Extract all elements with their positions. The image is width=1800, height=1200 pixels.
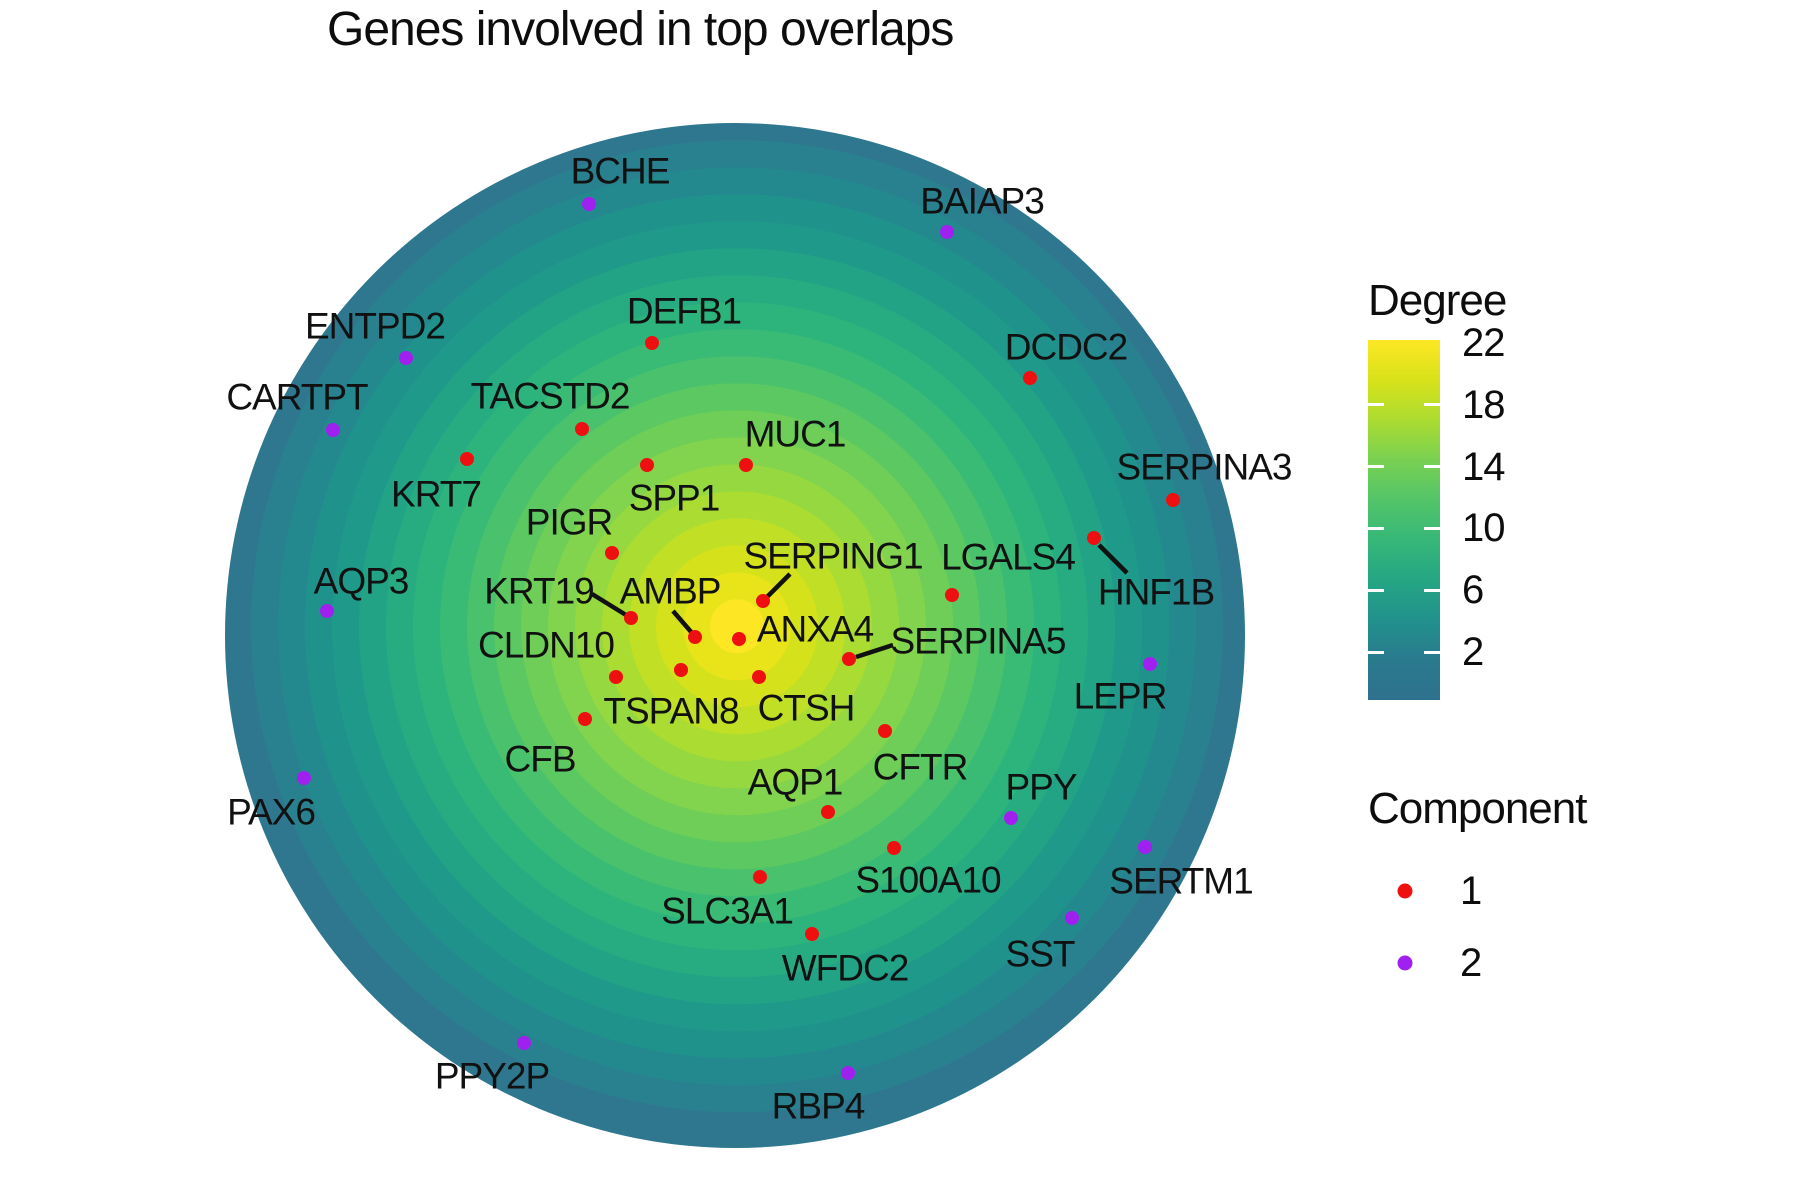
gene-label-ppy2p: PPY2P — [434, 1055, 550, 1097]
gene-label-pigr: PIGR — [525, 501, 613, 543]
gene-label-ctsh: CTSH — [757, 687, 856, 729]
colorbar-tick-label-6: 6 — [1462, 568, 1484, 613]
gene-label-krt7: KRT7 — [391, 473, 482, 515]
gene-node-dot-ppy — [1004, 811, 1018, 825]
colorbar-tick-label-10: 10 — [1462, 506, 1505, 551]
colorbar-tick-mark-10 — [1368, 526, 1384, 530]
gene-label-defb1: DEFB1 — [626, 290, 742, 332]
gene-node-dot-tspan8 — [674, 663, 688, 677]
gene-node-dot-cfb — [578, 712, 592, 726]
gene-label-pax6: PAX6 — [227, 791, 316, 833]
gene-node-dot-ppy2p — [517, 1036, 531, 1050]
gene-label-ambp: AMBP — [619, 570, 722, 612]
gene-label-dcdc2: DCDC2 — [1004, 326, 1128, 368]
gene-node-dot-slc3a1 — [753, 870, 767, 884]
gene-node-dot-pax6 — [297, 771, 311, 785]
gene-label-serping1: SERPING1 — [743, 535, 923, 577]
gene-node-dot-lepr — [1143, 657, 1157, 671]
gene-node-dot-ambp — [688, 630, 702, 644]
gene-node-dot-aqp3 — [320, 604, 334, 618]
gene-label-rbp4: RBP4 — [771, 1085, 866, 1127]
gene-label-wfdc2: WFDC2 — [781, 947, 910, 989]
gene-node-dot-ctsh — [752, 670, 766, 684]
gene-node-dot-pigr — [605, 546, 619, 560]
gene-node-dot-krt19 — [624, 611, 638, 625]
gene-node-dot-sertm1 — [1138, 840, 1152, 854]
gene-node-dot-muc1 — [739, 458, 753, 472]
gene-node-dot-lgals4 — [945, 588, 959, 602]
gene-label-hnf1b: HNF1B — [1097, 571, 1215, 613]
gene-label-cartpt: CARTPT — [226, 376, 368, 418]
gene-node-dot-aqp1 — [821, 805, 835, 819]
gene-node-dot-anxa4 — [732, 632, 746, 646]
gene-label-entpd2: ENTPD2 — [305, 305, 446, 347]
gene-label-ppy: PPY — [1005, 766, 1077, 808]
gene-label-muc1: MUC1 — [744, 413, 847, 455]
gene-label-cfb: CFB — [504, 738, 577, 780]
gene-node-dot-baiap3 — [940, 225, 954, 239]
gene-label-aqp1: AQP1 — [747, 761, 844, 803]
gene-label-sertm1: SERTM1 — [1109, 860, 1253, 902]
gene-label-tacstd2: TACSTD2 — [470, 375, 631, 417]
gene-label-baiap3: BAIAP3 — [920, 180, 1045, 222]
legend-degree-title: Degree — [1368, 276, 1507, 325]
degree-colorbar — [1368, 340, 1440, 700]
gene-node-dot-s100a10 — [887, 841, 901, 855]
gene-label-krt19: KRT19 — [484, 570, 594, 612]
gene-node-dot-serpina3 — [1166, 493, 1180, 507]
colorbar-tick-mark-2 — [1424, 650, 1440, 654]
colorbar-tick-label-14: 14 — [1462, 444, 1505, 489]
gene-label-slc3a1: SLC3A1 — [661, 890, 794, 932]
colorbar-tick-mark-10 — [1424, 526, 1440, 530]
gene-node-dot-rbp4 — [841, 1066, 855, 1080]
gene-label-lepr: LEPR — [1073, 675, 1168, 717]
gene-node-dot-cartpt — [326, 423, 340, 437]
colorbar-tick-mark-6 — [1368, 588, 1384, 592]
colorbar-tick-mark-18 — [1368, 403, 1384, 407]
gene-label-tspan8: TSPAN8 — [603, 690, 739, 732]
gene-label-spp1: SPP1 — [628, 477, 721, 519]
gene-label-sst: SST — [1005, 933, 1076, 975]
gene-node-dot-spp1 — [640, 458, 654, 472]
gene-node-dot-wfdc2 — [805, 927, 819, 941]
gene-label-anxa4: ANXA4 — [756, 608, 874, 650]
legend-component-swatch-1 — [1397, 883, 1413, 899]
colorbar-tick-label-2: 2 — [1462, 630, 1484, 674]
gene-label-serpina3: SERPINA3 — [1116, 446, 1292, 488]
gene-label-bche: BCHE — [570, 150, 671, 192]
colorbar-tick-mark-18 — [1424, 403, 1440, 407]
gene-node-dot-bche — [582, 197, 596, 211]
gene-node-dot-hnf1b — [1087, 531, 1101, 545]
gene-node-dot-dcdc2 — [1023, 371, 1037, 385]
gene-node-dot-cldn10 — [609, 670, 623, 684]
colorbar-tick-mark-2 — [1368, 650, 1384, 654]
colorbar-tick-mark-6 — [1424, 588, 1440, 592]
gene-node-dot-serpina5 — [842, 652, 856, 666]
gene-node-dot-serping1 — [756, 594, 770, 608]
legend-component-title: Component — [1368, 784, 1587, 833]
colorbar-tick-mark-14 — [1368, 465, 1384, 469]
gene-label-s100a10: S100A10 — [855, 859, 1001, 901]
gene-node-dot-entpd2 — [399, 351, 413, 365]
gene-label-lgals4: LGALS4 — [941, 536, 1076, 578]
legend-component-label-2: 2 — [1460, 941, 1483, 985]
gene-node-dot-defb1 — [645, 336, 659, 350]
legend-component-swatch-2 — [1397, 955, 1413, 971]
gene-node-dot-krt7 — [460, 452, 474, 466]
gene-label-cftr: CFTR — [872, 746, 969, 788]
chart-title: Genes involved in top overlaps — [327, 3, 954, 56]
gene-label-aqp3: AQP3 — [313, 560, 410, 602]
colorbar-tick-label-22: 22 — [1462, 321, 1505, 365]
gene-node-dot-cftr — [878, 724, 892, 738]
legend-component-label-1: 1 — [1460, 869, 1483, 913]
gene-label-cldn10: CLDN10 — [478, 624, 615, 666]
gene-node-dot-tacstd2 — [575, 422, 589, 436]
colorbar-tick-mark-14 — [1424, 465, 1440, 469]
colorbar-tick-label-18: 18 — [1462, 382, 1505, 427]
gene-label-serpina5: SERPINA5 — [890, 620, 1066, 662]
gene-node-dot-sst — [1065, 911, 1079, 925]
